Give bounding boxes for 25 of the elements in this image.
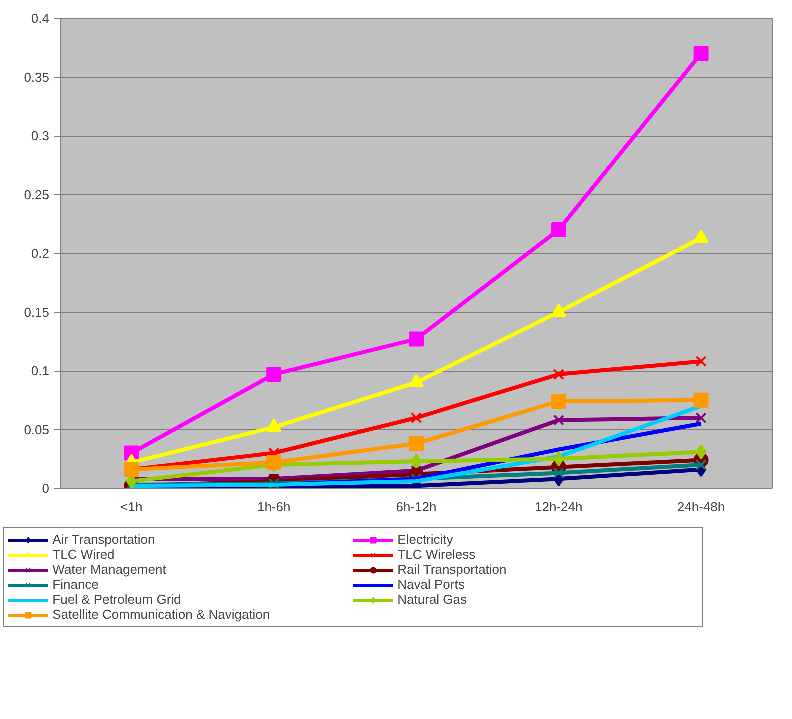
x-tick-label: <1h bbox=[120, 500, 143, 514]
y-tick-label: 0.15 bbox=[24, 304, 50, 320]
legend-label: Satellite Communication & Navigation bbox=[52, 607, 272, 622]
legend-label: Finance bbox=[52, 577, 100, 592]
y-tick-label: 0.25 bbox=[24, 187, 50, 202]
y-tick-label: 0.3 bbox=[31, 128, 50, 144]
legend-label: Rail Transportation bbox=[398, 562, 508, 577]
legend-label: Fuel & Petroleum Grid bbox=[52, 592, 182, 607]
y-tick-label: 0.35 bbox=[24, 70, 50, 85]
legend-label: Water Management bbox=[52, 562, 168, 577]
x-tick-label: 12h-24h bbox=[535, 500, 583, 514]
legend-label: Electricity bbox=[398, 532, 454, 547]
y-tick-label: 0.1 bbox=[31, 364, 50, 378]
legend-label: TLC Wireless bbox=[398, 547, 477, 562]
y-tick-label: 0.4 bbox=[31, 11, 50, 26]
legend-label: Natural Gas bbox=[398, 592, 468, 607]
legend-label: Naval Ports bbox=[398, 577, 466, 592]
x-tick-label: 24h-48h bbox=[677, 500, 726, 514]
y-tick-label: 0 bbox=[42, 481, 50, 496]
y-tick-label: 0.2 bbox=[31, 246, 50, 261]
x-tick-label: 6h-12h bbox=[396, 500, 437, 514]
x-tick-label: 1h-6h bbox=[257, 500, 291, 514]
legend-label: TLC Wired bbox=[52, 547, 116, 562]
legend-label: Air Transportation bbox=[52, 532, 156, 547]
y-tick-label: 0.05 bbox=[24, 422, 50, 438]
